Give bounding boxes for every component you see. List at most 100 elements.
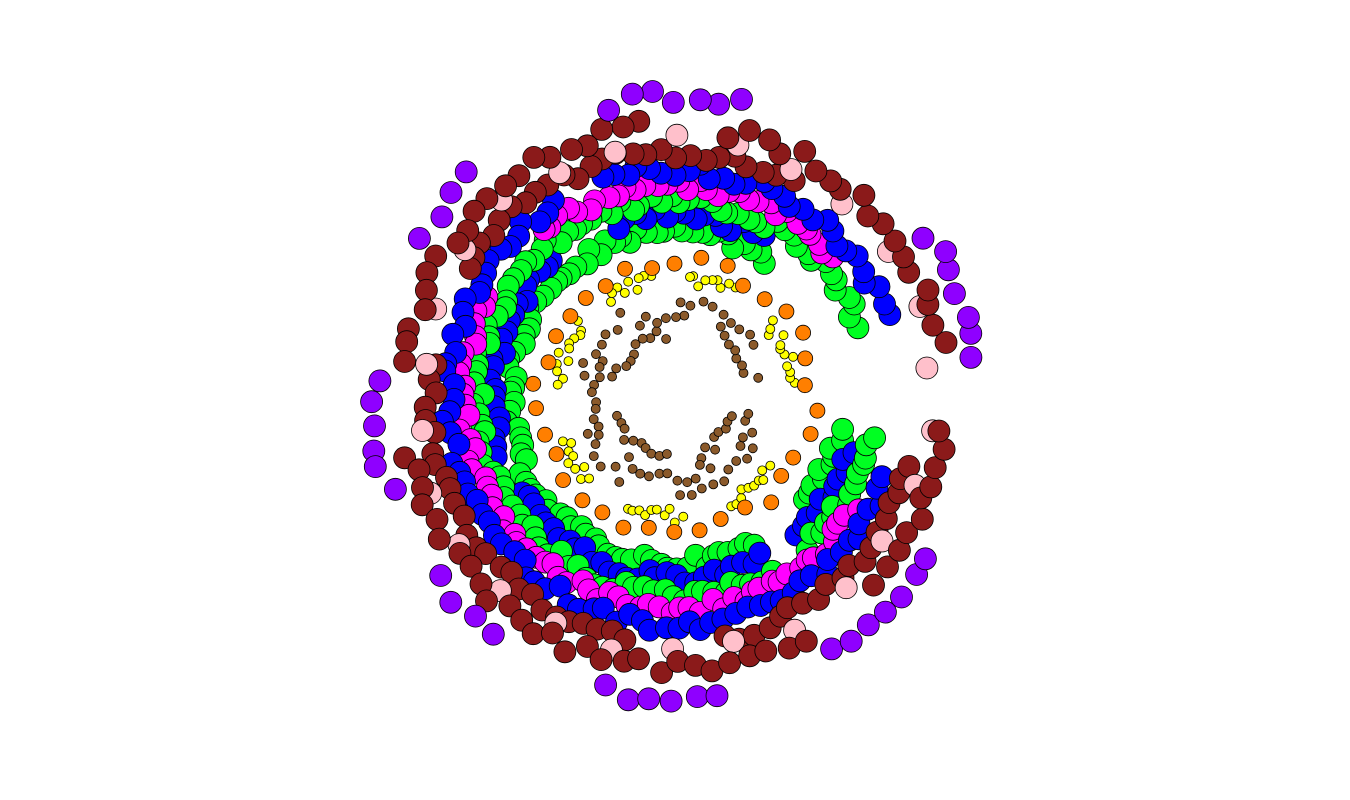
data-point xyxy=(959,345,983,369)
data-point xyxy=(537,426,553,443)
data-point xyxy=(395,330,419,354)
data-point xyxy=(738,119,761,142)
data-point xyxy=(548,328,564,345)
data-point xyxy=(635,320,645,331)
data-point xyxy=(695,459,705,470)
data-point xyxy=(576,474,586,484)
data-point xyxy=(685,685,709,708)
data-point xyxy=(607,371,617,382)
data-point xyxy=(678,511,689,522)
data-point xyxy=(560,138,583,161)
data-point xyxy=(775,340,786,351)
data-point xyxy=(587,387,597,398)
data-point xyxy=(820,637,843,661)
data-point xyxy=(700,275,711,286)
data-point xyxy=(627,463,638,474)
data-point xyxy=(474,542,498,565)
data-point xyxy=(637,687,661,711)
data-point xyxy=(603,140,627,164)
data-point xyxy=(661,334,671,344)
data-point xyxy=(921,313,945,337)
data-point xyxy=(528,210,552,234)
data-point xyxy=(582,428,593,439)
data-point xyxy=(915,356,939,380)
data-point xyxy=(804,159,828,183)
data-point xyxy=(407,226,431,250)
data-point xyxy=(754,639,778,663)
data-point xyxy=(797,350,814,367)
data-point xyxy=(635,468,646,479)
data-point xyxy=(705,684,729,708)
data-point xyxy=(528,400,544,417)
data-point xyxy=(724,339,734,350)
data-point xyxy=(809,402,826,419)
data-point xyxy=(570,463,581,474)
data-point xyxy=(597,278,614,295)
data-point xyxy=(459,554,483,578)
data-point xyxy=(710,444,720,455)
data-point xyxy=(617,260,633,277)
data-point xyxy=(652,317,662,328)
data-point xyxy=(612,410,622,421)
data-point xyxy=(651,504,662,515)
data-point xyxy=(934,240,957,264)
data-point xyxy=(730,88,753,111)
data-point xyxy=(943,282,966,306)
data-point xyxy=(659,510,670,521)
data-point xyxy=(584,473,594,484)
data-point xyxy=(927,419,951,443)
data-point xyxy=(413,298,437,322)
data-point xyxy=(690,473,701,484)
data-point xyxy=(910,507,934,531)
data-point xyxy=(633,273,644,284)
data-point xyxy=(393,350,417,373)
data-point xyxy=(831,417,854,441)
data-point xyxy=(719,330,730,341)
data-point xyxy=(773,467,790,484)
data-point xyxy=(911,226,935,250)
data-point xyxy=(788,351,798,362)
data-point xyxy=(644,260,660,277)
data-point xyxy=(555,472,571,489)
data-point xyxy=(919,475,943,499)
data-point xyxy=(594,504,611,521)
data-point xyxy=(650,661,673,684)
data-point xyxy=(723,464,734,475)
data-point xyxy=(691,522,708,539)
data-point xyxy=(735,277,751,294)
data-point xyxy=(383,477,407,501)
data-point xyxy=(525,375,542,392)
data-point xyxy=(719,257,736,274)
data-point xyxy=(672,475,683,486)
data-point xyxy=(742,453,752,464)
data-point xyxy=(726,318,736,328)
data-point xyxy=(756,291,773,308)
data-point xyxy=(747,443,758,454)
data-point xyxy=(568,451,579,462)
data-point xyxy=(552,366,562,377)
data-point xyxy=(623,276,634,287)
data-point xyxy=(659,689,683,713)
data-point xyxy=(685,300,696,311)
data-point xyxy=(411,419,434,442)
data-point xyxy=(743,408,754,419)
data-point xyxy=(595,461,606,472)
data-point xyxy=(360,390,384,414)
data-point xyxy=(890,585,913,609)
data-point xyxy=(566,438,577,448)
data-point xyxy=(738,432,748,443)
data-point xyxy=(700,442,710,453)
data-point xyxy=(611,363,622,374)
data-point xyxy=(794,629,818,653)
data-point xyxy=(883,229,907,253)
data-point xyxy=(439,181,463,204)
data-point xyxy=(552,379,563,390)
data-point xyxy=(589,648,613,671)
data-point xyxy=(708,479,719,490)
data-point xyxy=(591,596,615,620)
data-point xyxy=(464,604,487,628)
data-point xyxy=(666,524,683,540)
data-point xyxy=(696,483,707,494)
data-point xyxy=(664,503,675,514)
